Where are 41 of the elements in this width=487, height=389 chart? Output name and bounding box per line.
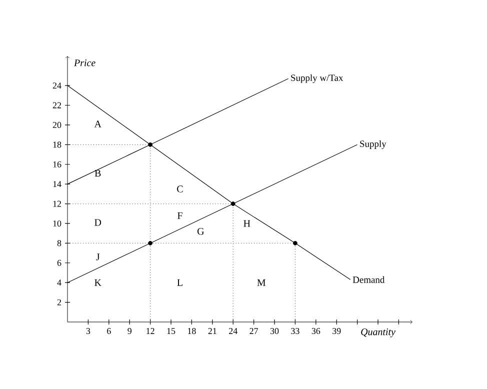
y-tick-label: 12 [53, 200, 61, 207]
y-tick-label: 14 [53, 181, 62, 188]
x-tick-label: 33 [291, 328, 300, 334]
y-tick-label: 10 [53, 220, 62, 227]
x-tick-label: 27 [250, 328, 258, 334]
y-tick-label: 20 [52, 122, 62, 128]
x-tick-label: 15 [167, 328, 176, 334]
y-tick-label: 18 [53, 142, 62, 148]
annotation: B [94, 170, 101, 177]
annotation: G [197, 228, 204, 235]
annotation: J [96, 254, 100, 260]
x-tick-label: 36 [312, 328, 320, 334]
x-tick-label: 12 [146, 328, 154, 334]
x-tick-label: 3 [86, 328, 90, 334]
x-tick-label: 6 [107, 328, 111, 334]
x-axis-title: Quantity [361, 328, 396, 338]
series-label: Supply [360, 140, 386, 149]
y-tick-label: 8 [57, 240, 62, 246]
x-tick-label: 39 [332, 328, 341, 334]
annotation: M [257, 279, 266, 286]
y-tick-label: 6 [57, 260, 62, 266]
series-label: Demand [352, 276, 385, 283]
x-tick-label: 30 [270, 328, 279, 334]
series-label: Supply w/Tax [291, 74, 344, 83]
x-tick-label: 9 [128, 328, 132, 334]
y-tick-label: 2 [57, 299, 61, 306]
y-tick-label: 22 [52, 102, 61, 108]
x-tick-label: 24 [229, 328, 238, 334]
x-tick-label: 21 [208, 328, 216, 334]
annotation: K [94, 279, 102, 286]
annotation: L [177, 279, 182, 286]
annotation: A [94, 120, 102, 128]
x-tick-label: 18 [188, 328, 196, 334]
y-axis-title: Price [74, 60, 96, 66]
annotation: H [244, 220, 250, 227]
y-tick-label: 24 [52, 82, 62, 89]
annotation: C [177, 186, 183, 192]
annotation: F [177, 212, 182, 219]
annotation: D [94, 219, 102, 226]
y-tick-label: 4 [57, 280, 62, 286]
y-tick-label: 16 [53, 161, 62, 168]
